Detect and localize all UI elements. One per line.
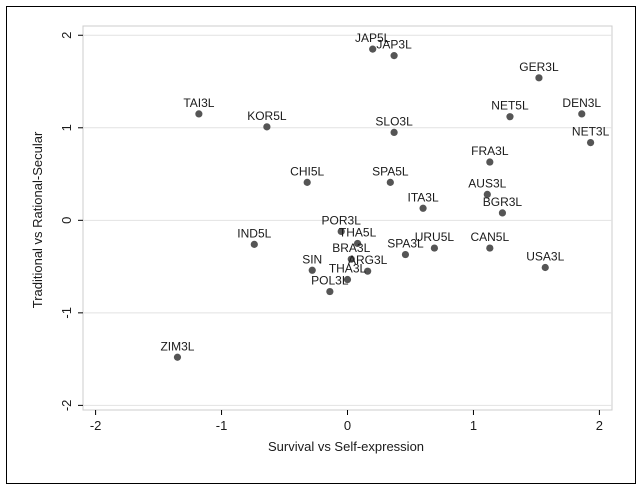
data-point-label: AUS3L <box>468 176 506 190</box>
data-point <box>535 74 543 82</box>
data-point-label: SPA5L <box>372 164 409 178</box>
data-point <box>250 240 258 248</box>
data-point-label: DEN3L <box>562 96 601 110</box>
data-point <box>419 204 427 212</box>
data-point-label: ITA3L <box>408 190 439 204</box>
data-point-label: KOR5L <box>247 109 287 123</box>
data-point-label: SPA3L <box>387 237 424 251</box>
data-point <box>308 266 316 274</box>
data-point <box>386 178 394 186</box>
data-point <box>498 209 507 217</box>
y-tick-label: -1 <box>59 307 74 319</box>
data-point-label: NET3L <box>572 125 610 139</box>
data-point-label: IND5L <box>237 226 271 240</box>
data-point <box>326 287 334 296</box>
y-tick-label: -2 <box>59 400 74 412</box>
data-point-label: BRA3L <box>332 241 370 255</box>
data-point-label: JAP5L <box>355 31 391 45</box>
data-point <box>390 128 398 137</box>
data-point <box>430 244 439 252</box>
data-point-label: USA3L <box>526 250 564 264</box>
data-point <box>369 45 377 53</box>
x-tick-label: -2 <box>90 418 102 433</box>
data-point-label: POL3L <box>311 274 349 288</box>
data-point-label: SLO3L <box>375 114 413 128</box>
y-tick-label: 2 <box>59 32 74 39</box>
x-tick-label: 2 <box>596 418 603 433</box>
data-point-label: THA5L <box>339 225 377 239</box>
data-point <box>586 138 595 147</box>
data-point-label: NET5L <box>491 99 529 113</box>
data-point <box>486 244 494 252</box>
data-point-label: FRA3L <box>471 144 509 158</box>
data-point-label: CAN5L <box>470 230 509 244</box>
data-point <box>486 158 494 166</box>
data-point <box>195 110 203 118</box>
data-point-label: TAI3L <box>183 96 214 110</box>
data-point <box>541 263 549 272</box>
data-point-label: THA3L <box>329 262 367 276</box>
data-point <box>337 227 345 236</box>
data-point <box>353 239 362 248</box>
data-point <box>506 113 514 121</box>
data-point <box>401 250 410 259</box>
data-point-label: CHI5L <box>290 164 324 178</box>
plot-area <box>82 25 613 411</box>
y-tick-label: 1 <box>59 124 74 131</box>
data-point <box>303 178 311 186</box>
y-tick-label: 0 <box>59 217 74 224</box>
data-point-label: GER3L <box>519 60 559 74</box>
data-point-label: POR3L <box>322 213 362 227</box>
data-point-label: ZIM3L <box>160 339 194 353</box>
data-point-label: URU5L <box>415 230 455 244</box>
data-point <box>173 353 182 361</box>
x-tick-label: 1 <box>470 418 477 433</box>
data-point <box>347 255 355 263</box>
data-point <box>483 190 491 199</box>
x-axis-title: Survival vs Self-expression <box>268 439 424 454</box>
y-axis-title: Traditional vs Rational-Secular <box>30 131 45 308</box>
data-point <box>343 275 352 284</box>
data-point <box>364 267 372 275</box>
data-point <box>390 52 398 60</box>
data-point-label: ARG3L <box>348 253 388 267</box>
data-point <box>263 123 271 131</box>
data-point-label: JAP3L <box>376 38 412 52</box>
data-point <box>578 110 586 118</box>
x-tick-label: -1 <box>216 418 228 433</box>
data-point-label: SIN <box>302 252 322 266</box>
data-point-label: BGR3L <box>483 195 523 209</box>
x-tick-label: 0 <box>344 418 351 433</box>
